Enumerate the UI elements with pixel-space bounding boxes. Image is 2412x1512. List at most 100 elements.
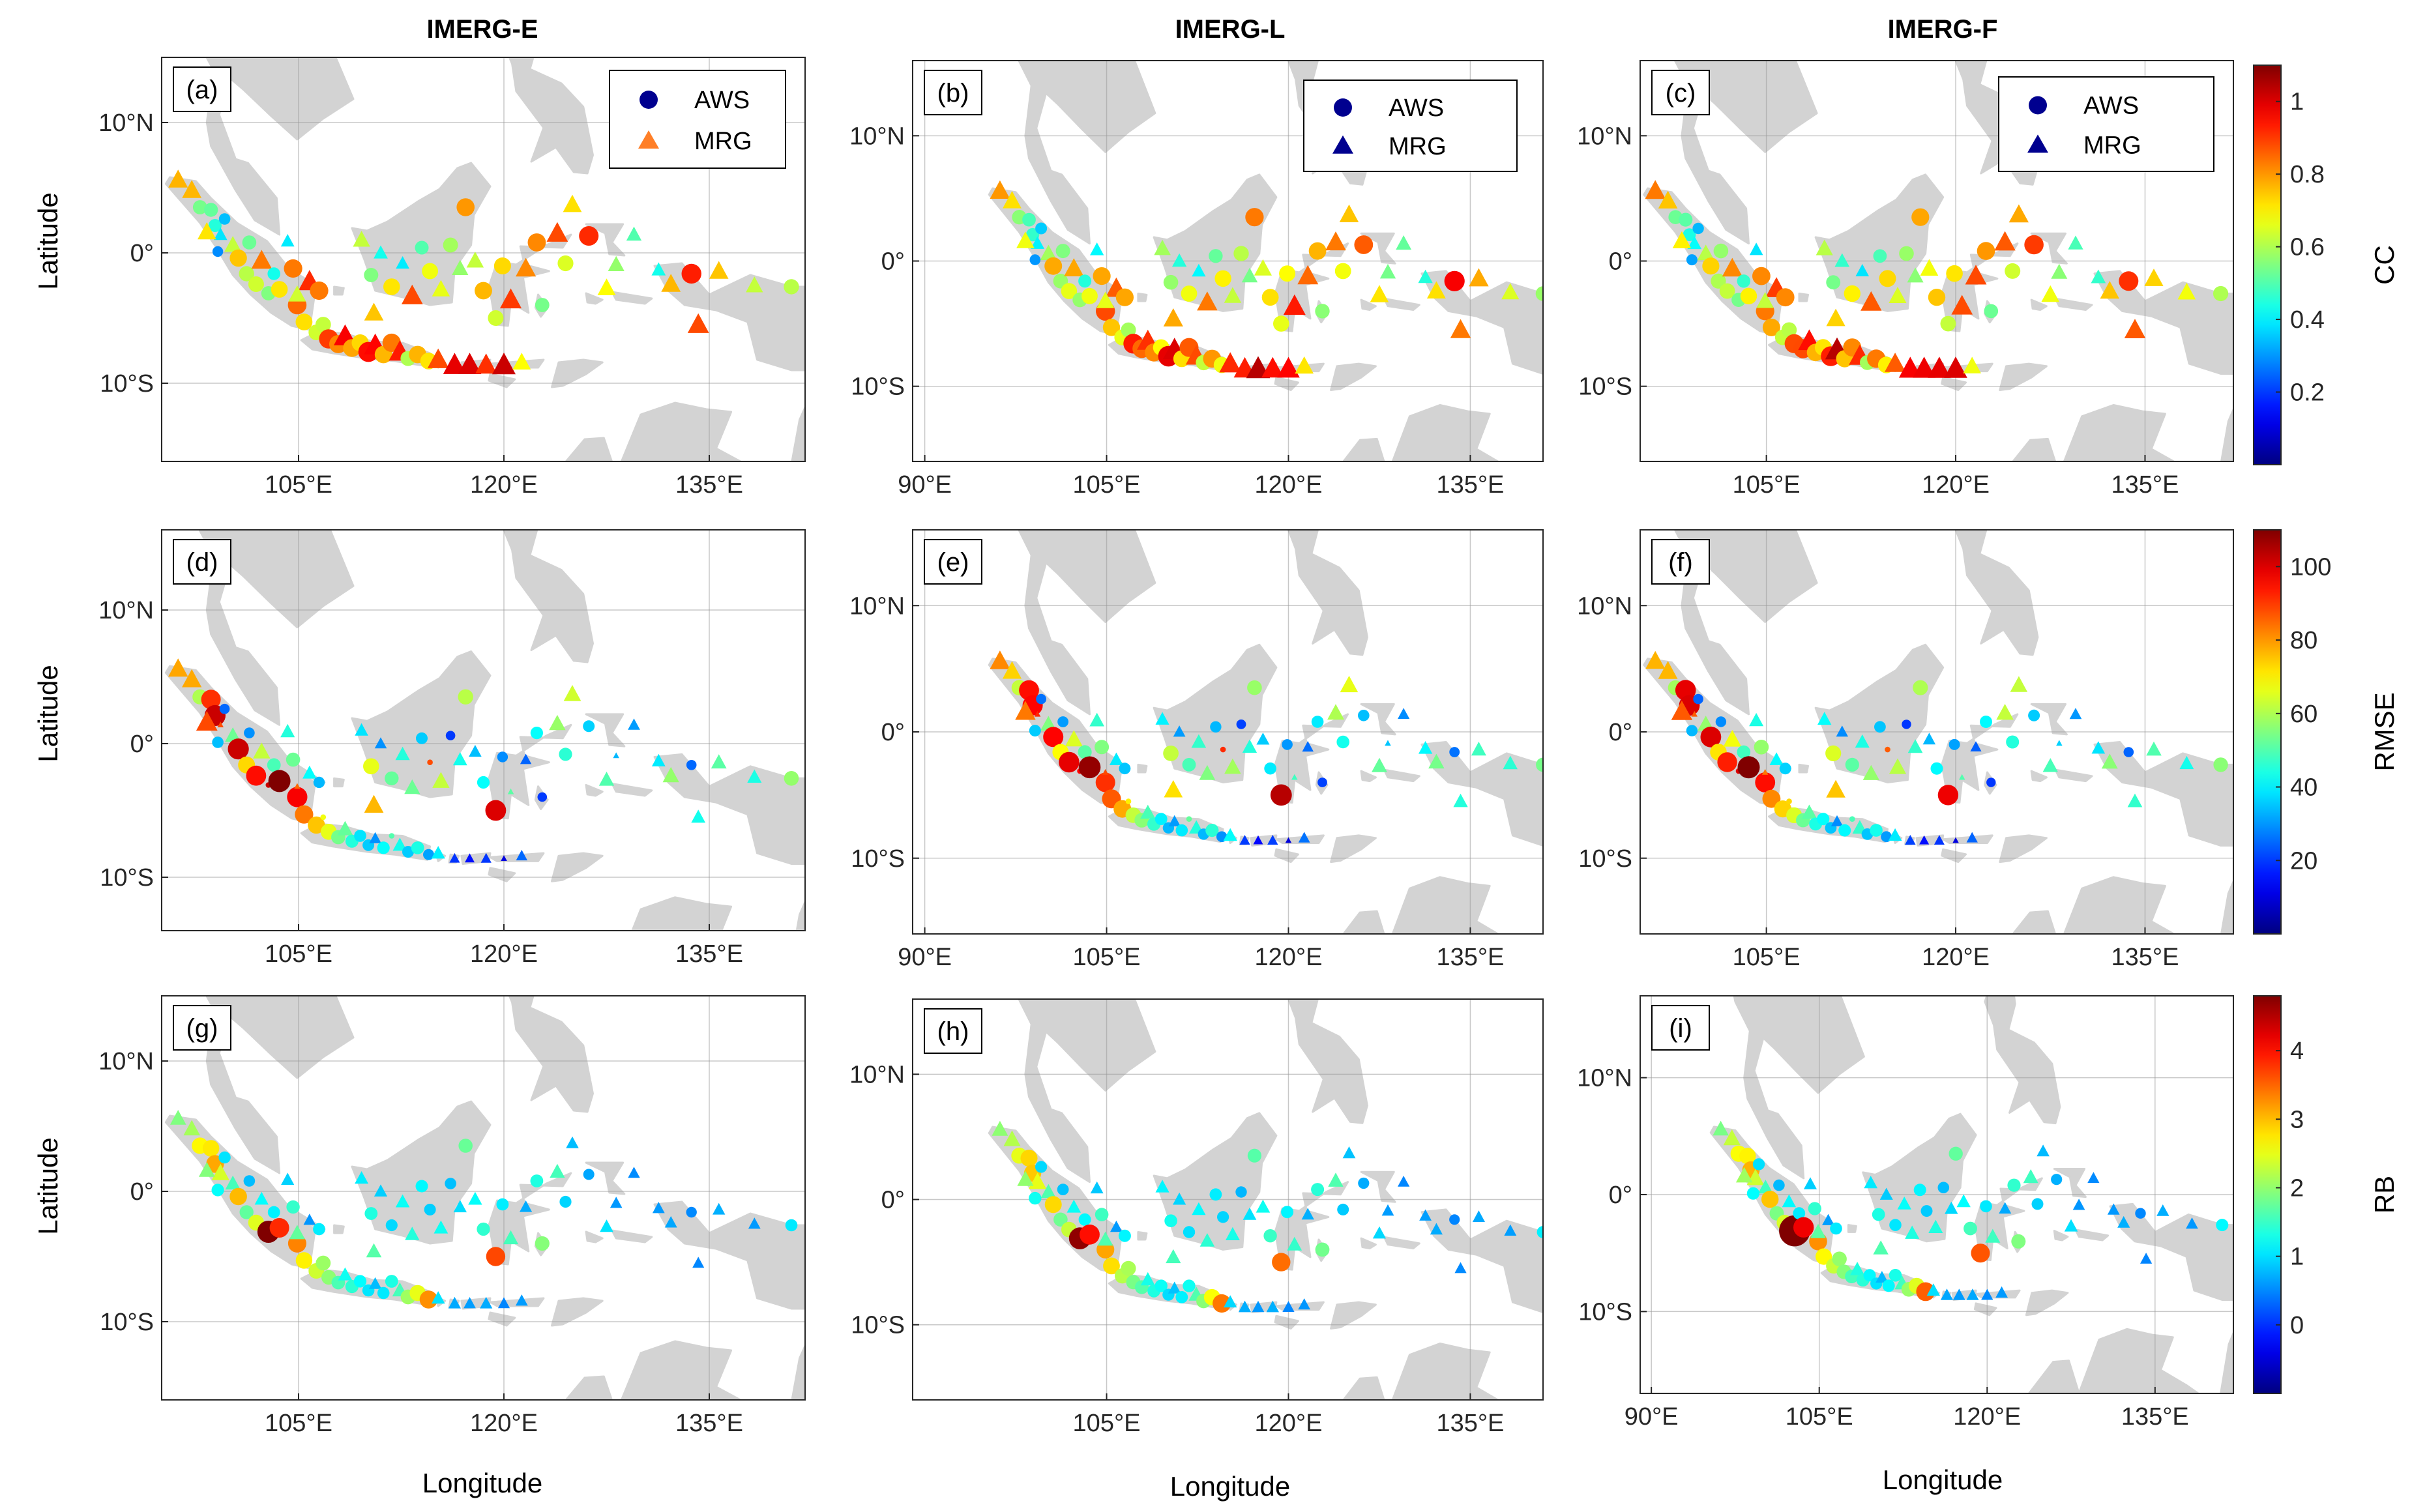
y-tick-label: 0° xyxy=(1609,719,1632,746)
mrg-marker xyxy=(515,1294,528,1306)
aws-marker xyxy=(1882,1279,1895,1292)
aws-marker xyxy=(537,792,548,802)
aws-marker xyxy=(295,1252,313,1269)
aws-marker xyxy=(784,279,799,295)
landmass xyxy=(1330,362,1377,391)
aws-marker xyxy=(1863,1269,1876,1282)
x-tick-label: 120°E xyxy=(1922,471,1990,499)
mrg-marker xyxy=(225,727,241,742)
aws-marker xyxy=(1444,270,1465,291)
aws-marker xyxy=(1311,1183,1325,1197)
landmass xyxy=(585,292,604,305)
station-markers xyxy=(990,650,1543,845)
aws-marker xyxy=(527,233,546,252)
aws-marker xyxy=(1029,254,1041,265)
aws-marker xyxy=(1873,249,1887,263)
y-tick-label: 0° xyxy=(130,1178,154,1206)
x-tick-label: 120°E xyxy=(1255,471,1323,499)
station-markers xyxy=(168,658,799,863)
panel-label-box xyxy=(924,539,982,585)
mrg-marker xyxy=(448,1296,461,1309)
mrg-marker xyxy=(427,348,449,368)
aws-marker xyxy=(458,689,473,705)
landmass xyxy=(2030,703,2068,736)
x-tick-label: 105°E xyxy=(1073,944,1141,971)
mrg-marker xyxy=(1885,353,1906,372)
mrg-marker xyxy=(169,1110,186,1125)
mrg-marker xyxy=(1277,356,1300,378)
mrg-marker xyxy=(501,855,507,861)
mrg-marker xyxy=(1934,835,1945,845)
colorbar-tick-label: 60 xyxy=(2290,701,2317,728)
aws-marker xyxy=(1971,1243,1990,1263)
mrg-marker xyxy=(1501,283,1520,300)
mrg-marker xyxy=(1224,287,1242,303)
mrg-marker xyxy=(1327,704,1344,720)
landmass xyxy=(2030,770,2048,783)
mrg-marker xyxy=(1907,267,1924,283)
mrg-marker xyxy=(368,1277,382,1289)
aws-marker xyxy=(1163,746,1179,761)
x-tick-label: 105°E xyxy=(1073,1410,1141,1437)
aws-marker xyxy=(411,841,424,854)
mrg-marker xyxy=(2041,285,2060,302)
aws-marker xyxy=(1263,1229,1277,1243)
mrg-marker xyxy=(1285,837,1292,843)
aws-marker xyxy=(1081,287,1098,304)
aws-marker xyxy=(202,1140,220,1157)
mrg-marker xyxy=(288,285,306,302)
aws-marker xyxy=(419,1290,438,1309)
mrg-marker xyxy=(516,257,537,277)
x-axis-label-col3: Longitude xyxy=(1883,1464,2003,1495)
mrg-marker xyxy=(746,276,763,293)
mrg-marker xyxy=(1256,733,1270,745)
panel-label: (h) xyxy=(937,1017,969,1046)
mrg-marker xyxy=(1801,804,1817,819)
aws-marker xyxy=(1235,1186,1247,1198)
aws-marker xyxy=(313,776,325,789)
aws-marker xyxy=(2051,1174,2063,1185)
mrg-marker xyxy=(610,1197,623,1208)
mrg-marker xyxy=(1110,752,1123,765)
aws-marker xyxy=(1175,1291,1188,1303)
landmass xyxy=(1383,297,1420,311)
mrg-marker xyxy=(1097,1231,1113,1246)
x-tick-label: 135°E xyxy=(1436,944,1504,971)
aws-marker xyxy=(268,770,291,792)
mrg-marker xyxy=(1064,258,1084,276)
mrg-marker xyxy=(2023,1169,2038,1184)
aws-marker xyxy=(583,1169,595,1180)
landmass xyxy=(351,650,492,798)
panel-label-box xyxy=(1651,70,1710,115)
mrg-marker xyxy=(709,261,729,279)
mrg-marker xyxy=(1256,1199,1271,1213)
mrg-marker xyxy=(1246,356,1271,379)
mrg-marker xyxy=(1224,1295,1237,1308)
aws-marker xyxy=(1754,740,1769,755)
aws-marker xyxy=(1209,249,1223,263)
aws-marker xyxy=(1913,680,1928,695)
colorbar-gradient xyxy=(2253,65,2282,465)
landmass xyxy=(2074,1228,2110,1242)
legend: AWS MRG xyxy=(1303,80,1518,172)
mrg-marker xyxy=(480,852,492,863)
landmass xyxy=(488,867,516,882)
aws-marker xyxy=(427,759,433,765)
mrg-marker xyxy=(443,353,466,374)
aws-marker xyxy=(785,1219,798,1232)
landmass xyxy=(1018,61,1156,245)
mrg-marker xyxy=(353,231,370,247)
aws-marker xyxy=(1247,680,1262,695)
mrg-marker xyxy=(463,1297,476,1309)
mrg-marker xyxy=(2127,793,2143,807)
x-tick-label: 120°E xyxy=(1255,1410,1323,1437)
landmass xyxy=(1342,876,1543,934)
aws-marker xyxy=(1832,1251,1847,1266)
aws-marker xyxy=(493,257,511,274)
y-tick-label: 10°N xyxy=(849,123,905,150)
mrg-marker xyxy=(1003,1130,1021,1146)
mrg-marker xyxy=(1645,650,1666,669)
legend-mrg-label: MRG xyxy=(2083,132,2141,159)
aws-marker xyxy=(1889,1269,1902,1282)
mrg-marker xyxy=(374,1184,388,1197)
